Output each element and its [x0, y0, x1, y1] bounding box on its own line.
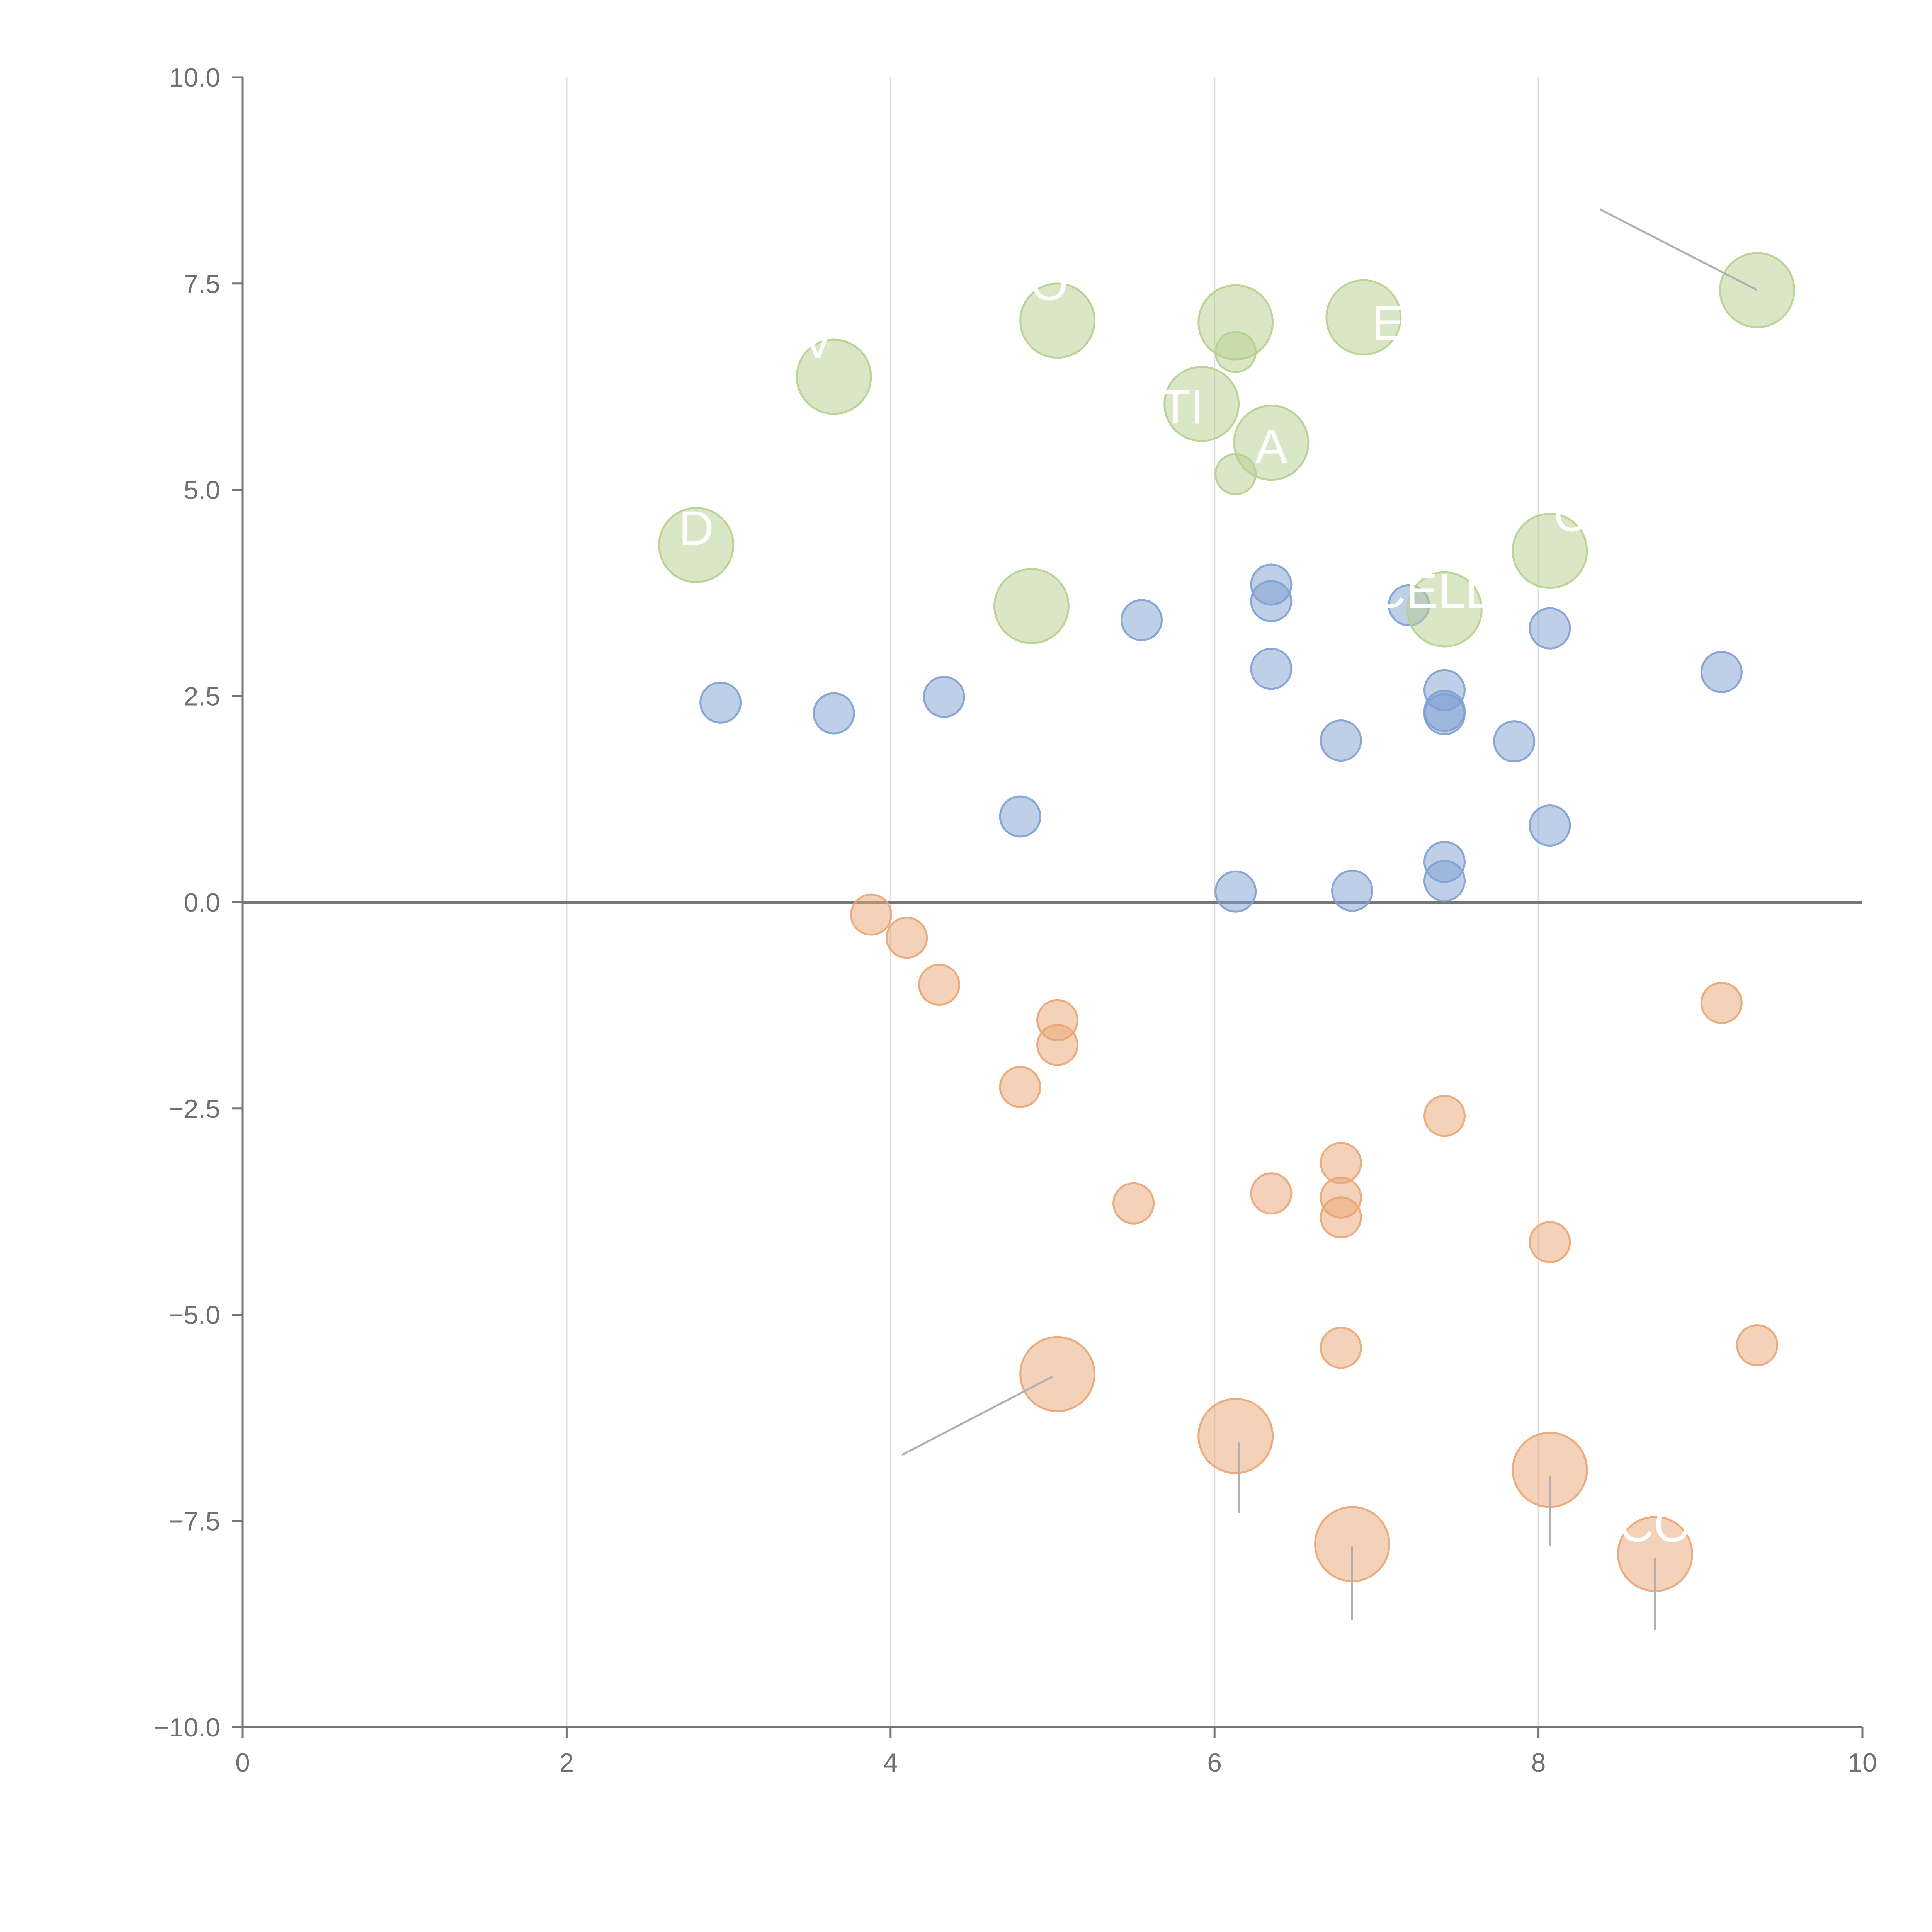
y-tick-label: 2.5 [184, 682, 220, 711]
point-label: C [1553, 487, 1588, 541]
x-tick-label: 6 [1207, 1748, 1222, 1777]
orange-large-point [1197, 1398, 1274, 1474]
leader-line [1599, 208, 1758, 291]
orange-point [1036, 1024, 1079, 1066]
blue-point [1250, 580, 1293, 622]
blue-point [1250, 648, 1293, 690]
point-label: CO [1619, 1498, 1692, 1552]
blue-point [1493, 720, 1536, 763]
blue-point [1529, 804, 1571, 847]
orange-point [850, 893, 892, 936]
x-tick-label: 0 [235, 1748, 250, 1777]
point-label: E [1372, 296, 1404, 350]
x-tick-label: 10 [1848, 1748, 1877, 1777]
green-point [1325, 279, 1402, 355]
y-tick-label: 0.0 [184, 888, 220, 917]
green-point [658, 507, 735, 583]
blue-point [1423, 859, 1466, 902]
point-label: A [1255, 419, 1287, 474]
green-point [1019, 282, 1096, 359]
green-point [796, 338, 872, 415]
point-label: TI [1160, 380, 1204, 434]
blue-point [1423, 693, 1466, 735]
orange-point [1250, 1172, 1293, 1215]
x-tick-label: 8 [1531, 1748, 1546, 1777]
orange-point [1423, 1095, 1466, 1137]
orange-point [1700, 981, 1743, 1024]
point-label: CELL [1371, 564, 1492, 618]
green-point [1406, 571, 1483, 648]
y-tick-label: −5.0 [168, 1301, 220, 1330]
blue-point [1331, 869, 1374, 912]
leader-line [901, 1376, 1053, 1456]
point-label: V [801, 314, 834, 368]
blue-point [1320, 719, 1362, 762]
data-points [658, 252, 1796, 1592]
y-tick-label: 10.0 [169, 63, 220, 92]
orange-large-point [1019, 1336, 1096, 1412]
y-tick-label: −10.0 [154, 1713, 220, 1742]
blue-point [999, 795, 1041, 838]
green-point [1163, 366, 1240, 442]
orange-point [918, 964, 961, 1006]
orange-point [999, 1066, 1041, 1108]
blue-point [813, 692, 855, 735]
point-label: O [1031, 256, 1068, 310]
orange-point [1112, 1182, 1155, 1225]
point-label: D [679, 501, 714, 556]
green-small-point [1214, 453, 1257, 495]
x-tick-label: 4 [883, 1748, 898, 1777]
orange-point [1736, 1324, 1779, 1366]
y-tick-label: 7.5 [184, 269, 220, 299]
blue-point [1529, 607, 1571, 650]
orange-point [1320, 1196, 1362, 1239]
blue-point [699, 681, 742, 724]
blue-point [1121, 599, 1163, 641]
y-tick-label: 5.0 [184, 476, 220, 505]
x-tick-label: 2 [559, 1748, 574, 1777]
green-small-point [1214, 331, 1257, 373]
green-point [1512, 512, 1588, 589]
blue-point [1214, 870, 1257, 913]
orange-point [1529, 1221, 1571, 1264]
y-tick-label: −7.5 [168, 1507, 220, 1536]
orange-point [886, 917, 928, 959]
point-labels: D V O TI A E CELL C CO [679, 256, 1692, 1552]
green-point [1233, 405, 1310, 481]
blue-point [923, 675, 965, 718]
blue-point [1700, 651, 1743, 693]
green-point [993, 568, 1070, 645]
y-tick-label: −2.5 [168, 1094, 220, 1124]
orange-point [1320, 1327, 1362, 1369]
leader-lines [901, 208, 1758, 1630]
axes: 10.0 7.5 5.0 2.5 0.0 −2.5 −5.0 −7.5 −10.0 0 2 4 6 8 10 [154, 63, 1877, 1777]
